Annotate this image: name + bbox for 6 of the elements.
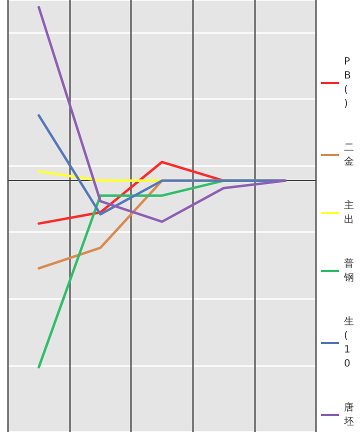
legend-label: 唐坯 bbox=[343, 402, 354, 428]
legend-label: 二金 bbox=[344, 142, 354, 168]
legend-label: 主出 bbox=[344, 200, 354, 226]
legend-label: 生 ( 10 bbox=[344, 316, 354, 370]
legend-label: 普钢 bbox=[343, 258, 354, 284]
legend-label: PB ( ) bbox=[344, 56, 351, 110]
